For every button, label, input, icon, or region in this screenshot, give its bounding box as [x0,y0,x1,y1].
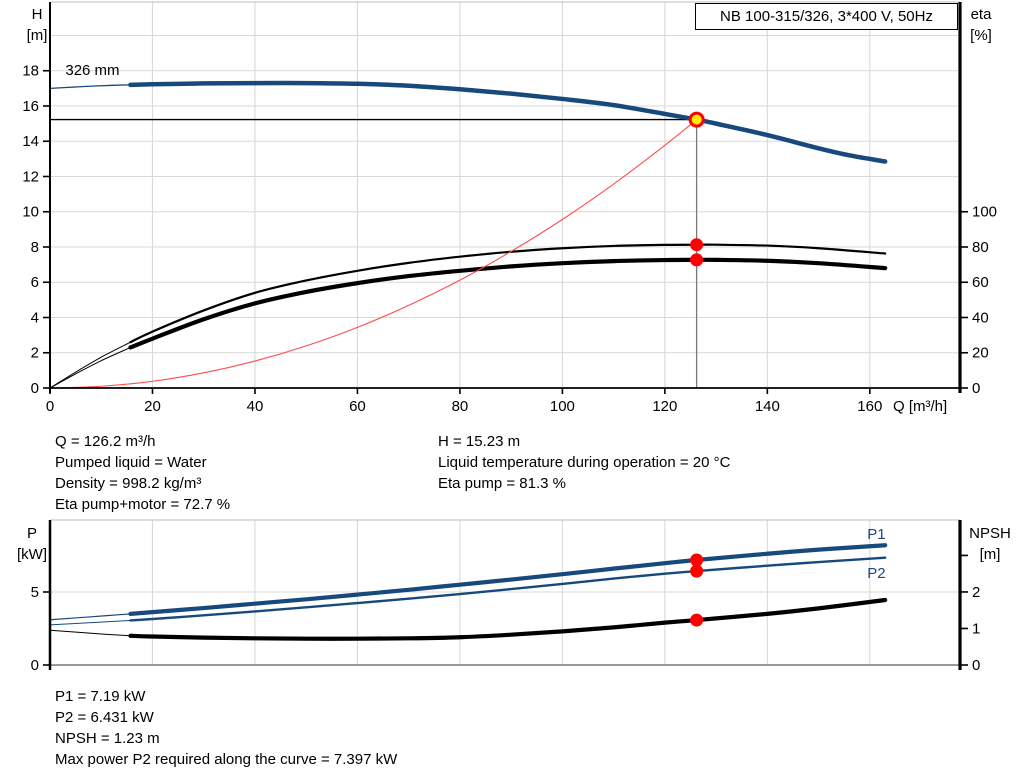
axis-ticks: 0 5 0 1 2 [31,554,980,674]
h-axis-title: H [m] [14,4,60,46]
npsh-axis-title-line2: [m] [979,546,1001,563]
svg-text:10: 10 [22,204,39,221]
svg-text:5: 5 [31,584,39,601]
svg-text:0: 0 [972,657,980,674]
qh-curve [49,80,888,164]
gridlines [50,520,960,665]
svg-text:60: 60 [972,274,989,291]
info-head: H = 15.23 m [438,433,521,450]
info-npsh: NPSH = 1.23 m [55,730,160,747]
p1-curve [49,543,888,621]
info-temperature: Liquid temperature during operation = 20… [438,454,731,471]
npsh-axis-title-line1: NPSH [969,525,1011,542]
svg-text:4: 4 [31,309,39,326]
axis-ticks: 0 2 4 6 8 10 12 14 16 18 0 20 40 60 80 100 0 20 40 60 80 100 1… [22,63,997,415]
info-p1: P1 = 7.19 kW [55,688,146,705]
svg-text:0: 0 [31,380,39,397]
info-flow: Q = 126.2 m³/h [55,433,156,450]
eta-axis-title-line2: [%] [970,27,992,44]
h-axis-title-line1: H [31,6,43,23]
npsh-axis-title: NPSH [m] [962,523,1018,565]
plot-borders [49,1,962,393]
p-axis-title: P [kW] [6,523,58,565]
svg-text:60: 60 [349,398,366,415]
svg-text:80: 80 [452,398,469,415]
eta-pump-curve [49,243,887,389]
system-curve [49,119,697,389]
svg-text:0: 0 [972,380,980,397]
gridlines [50,2,960,388]
svg-text:80: 80 [972,239,989,256]
svg-text:0: 0 [31,657,39,674]
eta-axis-title-line1: eta [970,6,992,23]
svg-text:160: 160 [857,398,882,415]
svg-text:20: 20 [972,345,989,362]
svg-text:0: 0 [46,398,54,415]
svg-text:20: 20 [144,398,161,415]
info-eta-pump: Eta pump = 81.3 % [438,475,566,492]
plot-borders [48,519,962,670]
info-density: Density = 998.2 kg/m³ [55,475,202,492]
npsh-curve [49,597,888,641]
svg-text:40: 40 [247,398,264,415]
info-eta-pump-motor: Eta pump+motor = 72.7 % [55,496,231,513]
p2-point [690,564,704,578]
info-liquid: Pumped liquid = Water [55,454,207,471]
p1-curve-label: P1 [867,526,885,543]
svg-text:6: 6 [31,274,39,291]
power-info-block: P1 = 7.19 kW P2 = 6.431 kW NPSH = 1.23 m… [55,686,397,770]
svg-text:120: 120 [652,398,677,415]
x-axis-unit-label: Q [m³/h] [893,398,947,415]
svg-text:16: 16 [22,98,39,115]
chart-top: 0 2 4 6 8 10 12 14 16 18 0 20 40 60 80 100 0 20 40 60 80 100 1… [22,1,997,415]
svg-text:1: 1 [972,620,980,637]
svg-text:12: 12 [22,168,39,185]
svg-text:100: 100 [550,398,575,415]
npsh-point [690,613,704,627]
info-p2: P2 = 6.431 kW [55,709,154,726]
svg-text:2: 2 [972,584,980,601]
info-max-power: Max power P2 required along the curve = … [55,751,398,768]
operating-point [688,111,705,128]
svg-text:2: 2 [31,345,39,362]
p-axis-title-line1: P [26,525,37,542]
svg-text:18: 18 [22,63,39,80]
svg-text:40: 40 [972,309,989,326]
chart-bottom: 0 5 0 1 2 P1 P2 [31,519,980,674]
pump-name-box: NB 100-315/326, 3*400 V, 50Hz [695,3,958,30]
impeller-size-label: 326 mm [65,62,119,79]
eta-axis-title: eta [%] [962,4,1000,46]
pump-name-text: NB 100-315/326, 3*400 V, 50Hz [720,8,933,25]
p-axis-title-line2: [kW] [17,546,47,563]
h-axis-title-line2: [m] [26,27,48,44]
duty-info-left: Q = 126.2 m³/h Pumped liquid = Water Den… [55,431,230,515]
eta-pump-motor-point [690,253,704,267]
svg-text:100: 100 [972,204,997,221]
p1-point [690,553,704,567]
eta-pump-motor-curve [49,257,888,389]
svg-text:14: 14 [22,133,39,150]
p2-curve-label: P2 [867,565,885,582]
svg-text:8: 8 [31,239,39,256]
eta-pump-point [690,238,704,252]
svg-text:140: 140 [755,398,780,415]
p2-curve [49,556,887,626]
duty-info-right: H = 15.23 m Liquid temperature during op… [438,431,730,494]
